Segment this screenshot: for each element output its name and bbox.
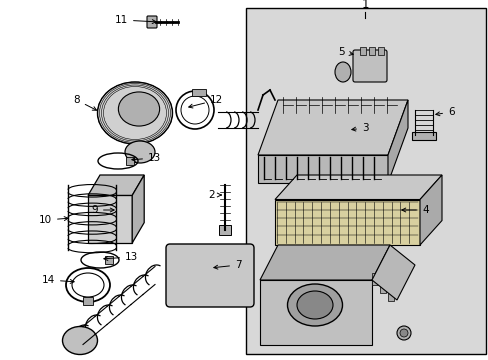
Ellipse shape: [334, 62, 350, 82]
Text: 13: 13: [103, 252, 138, 262]
Text: 8: 8: [73, 95, 96, 110]
Ellipse shape: [396, 326, 410, 340]
Bar: [371, 273, 377, 285]
Polygon shape: [258, 155, 387, 183]
Bar: [192, 89, 205, 96]
Polygon shape: [132, 175, 144, 243]
Bar: [105, 256, 113, 264]
Text: 9: 9: [91, 205, 114, 215]
Polygon shape: [260, 245, 389, 280]
Text: 11: 11: [115, 15, 156, 25]
Polygon shape: [258, 100, 407, 155]
Polygon shape: [371, 245, 414, 300]
Bar: [368, 47, 374, 55]
Polygon shape: [387, 100, 407, 183]
Text: 6: 6: [435, 107, 454, 117]
Text: 12: 12: [188, 95, 223, 108]
Polygon shape: [274, 199, 419, 245]
Ellipse shape: [287, 284, 342, 326]
Polygon shape: [88, 195, 132, 243]
Polygon shape: [419, 175, 441, 245]
FancyBboxPatch shape: [352, 50, 386, 82]
Text: 10: 10: [39, 215, 68, 225]
FancyBboxPatch shape: [165, 244, 253, 307]
Bar: [219, 225, 230, 235]
Ellipse shape: [62, 327, 97, 355]
Text: 4: 4: [401, 205, 428, 215]
Ellipse shape: [97, 82, 172, 144]
Text: 5: 5: [338, 47, 352, 57]
Text: 2: 2: [208, 190, 221, 200]
Ellipse shape: [296, 291, 332, 319]
Polygon shape: [260, 280, 371, 345]
Bar: [359, 47, 365, 55]
Polygon shape: [274, 175, 441, 199]
Bar: [245, 8, 485, 354]
Ellipse shape: [118, 92, 159, 126]
Ellipse shape: [125, 141, 155, 163]
Bar: [387, 289, 393, 301]
Bar: [83, 297, 93, 305]
Text: 7: 7: [213, 260, 241, 270]
Ellipse shape: [399, 329, 407, 337]
FancyBboxPatch shape: [147, 16, 157, 28]
Bar: [379, 281, 385, 293]
Bar: [377, 47, 383, 55]
Text: 13: 13: [132, 153, 161, 163]
Text: 3: 3: [351, 123, 368, 133]
Text: 14: 14: [41, 275, 74, 285]
Polygon shape: [88, 175, 144, 195]
Text: 1: 1: [361, 0, 368, 12]
Bar: [126, 157, 134, 165]
Bar: [411, 132, 435, 140]
